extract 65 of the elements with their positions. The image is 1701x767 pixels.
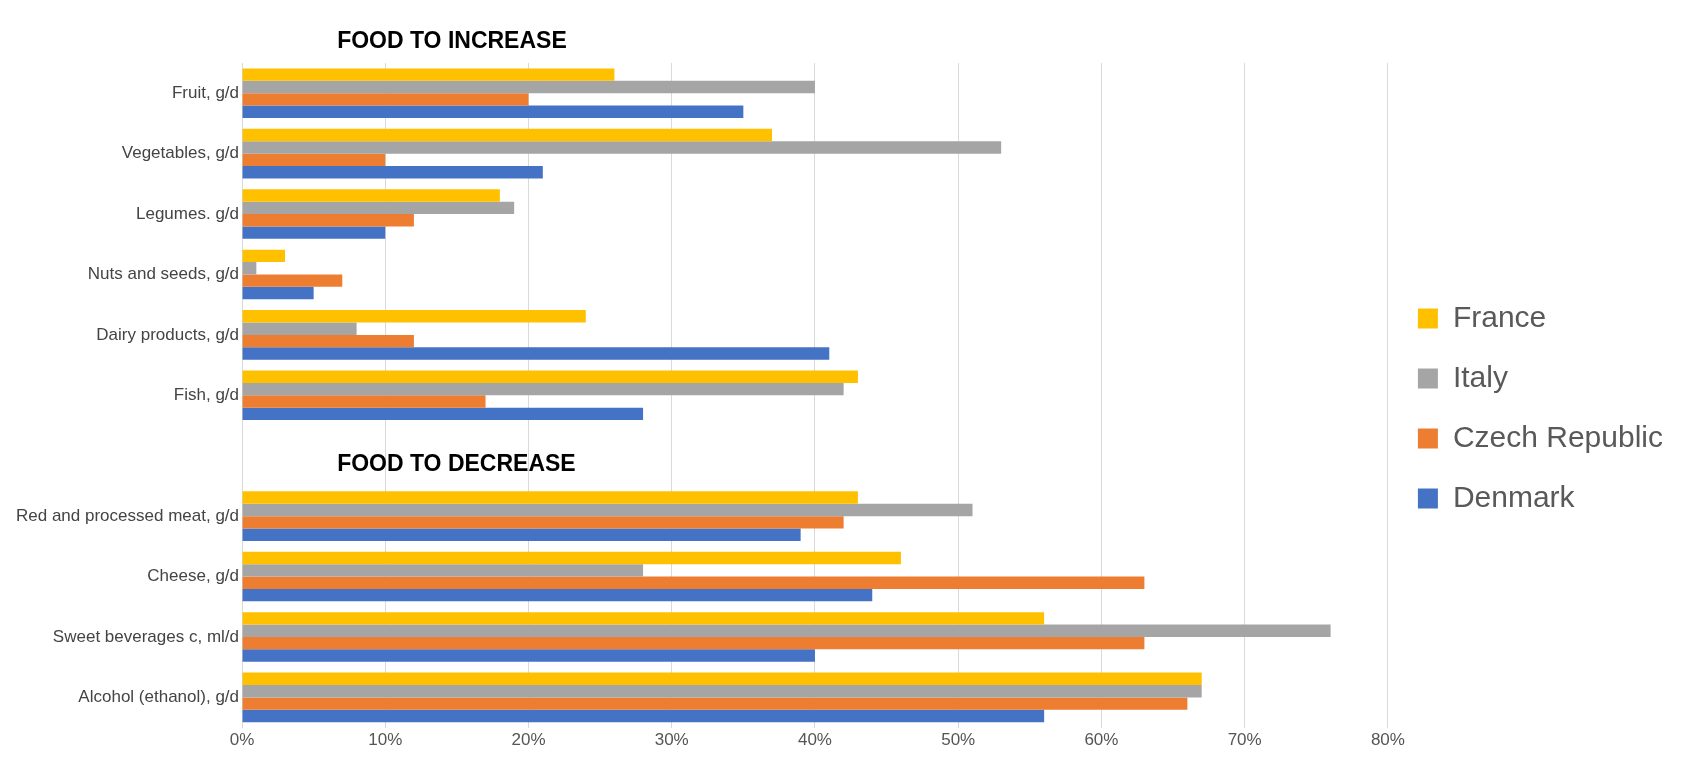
bar bbox=[242, 166, 543, 179]
x-tick-label: 70% bbox=[1227, 730, 1262, 750]
bar bbox=[242, 249, 285, 263]
bar bbox=[242, 370, 858, 383]
y-tick-label: Dairy products, g/d bbox=[96, 324, 240, 344]
bar bbox=[242, 503, 973, 517]
x-tick-label: 10% bbox=[368, 730, 403, 750]
bar bbox=[242, 636, 1145, 650]
x-tick-label: 60% bbox=[1084, 730, 1119, 750]
bar bbox=[242, 214, 414, 227]
legend-label: Italy bbox=[1452, 359, 1508, 393]
bar bbox=[242, 322, 357, 335]
legend-label: Czech Republic bbox=[1452, 419, 1664, 453]
legend-label: France bbox=[1452, 299, 1547, 333]
bar bbox=[242, 588, 873, 602]
bar bbox=[242, 274, 343, 287]
x-tick-label: 0% bbox=[229, 730, 255, 750]
y-tick-label: Nuts and seeds, g/d bbox=[87, 264, 240, 284]
y-tick-label: Sweet beverages c, ml/d bbox=[52, 626, 240, 646]
bar bbox=[242, 612, 1045, 625]
bar bbox=[242, 93, 529, 106]
y-tick-label: Alcohol (ethanol), g/d bbox=[78, 687, 240, 707]
bar bbox=[242, 226, 386, 239]
bar bbox=[242, 262, 257, 275]
x-tick-label: 30% bbox=[654, 730, 689, 750]
bar bbox=[242, 310, 586, 323]
y-tick-label: Legumes. g/d bbox=[136, 203, 240, 223]
bar bbox=[242, 141, 1002, 154]
bar bbox=[242, 709, 1045, 723]
bar bbox=[242, 528, 801, 541]
bar bbox=[242, 382, 844, 396]
bar bbox=[242, 672, 1202, 686]
bar bbox=[242, 624, 1331, 637]
bar bbox=[242, 576, 1145, 589]
x-tick-label: 40% bbox=[797, 730, 832, 750]
bar bbox=[242, 407, 644, 421]
y-tick-label: Cheese, g/d bbox=[147, 566, 240, 586]
bar bbox=[242, 286, 314, 300]
bar bbox=[242, 347, 830, 360]
y-tick-label: Fish, g/d bbox=[173, 384, 240, 404]
y-tick-label: Red and processed meat, g/d bbox=[15, 505, 240, 525]
bar bbox=[242, 395, 486, 408]
x-tick-label: 80% bbox=[1370, 730, 1405, 750]
bar bbox=[242, 551, 901, 565]
bar bbox=[242, 80, 815, 94]
bar bbox=[242, 189, 500, 202]
x-tick-label: 20% bbox=[511, 730, 546, 750]
x-tick-label: 50% bbox=[941, 730, 976, 750]
annotation: FOOD TO DECREASE bbox=[337, 450, 576, 477]
text: FOOD TO INCREASE bbox=[337, 27, 567, 54]
bar bbox=[242, 128, 772, 142]
bar bbox=[242, 201, 515, 215]
bar bbox=[242, 153, 386, 167]
bar bbox=[242, 564, 644, 577]
bar bbox=[242, 491, 858, 504]
bar bbox=[242, 516, 844, 529]
bar bbox=[242, 68, 615, 81]
y-tick-label: Fruit, g/d bbox=[171, 82, 240, 102]
bar bbox=[242, 649, 815, 662]
y-tick-label: Vegetables, g/d bbox=[121, 143, 240, 163]
bar bbox=[242, 334, 414, 348]
legend-label: Denmark bbox=[1452, 479, 1576, 513]
bar bbox=[242, 685, 1202, 698]
bar bbox=[242, 105, 744, 118]
bar bbox=[242, 697, 1188, 710]
